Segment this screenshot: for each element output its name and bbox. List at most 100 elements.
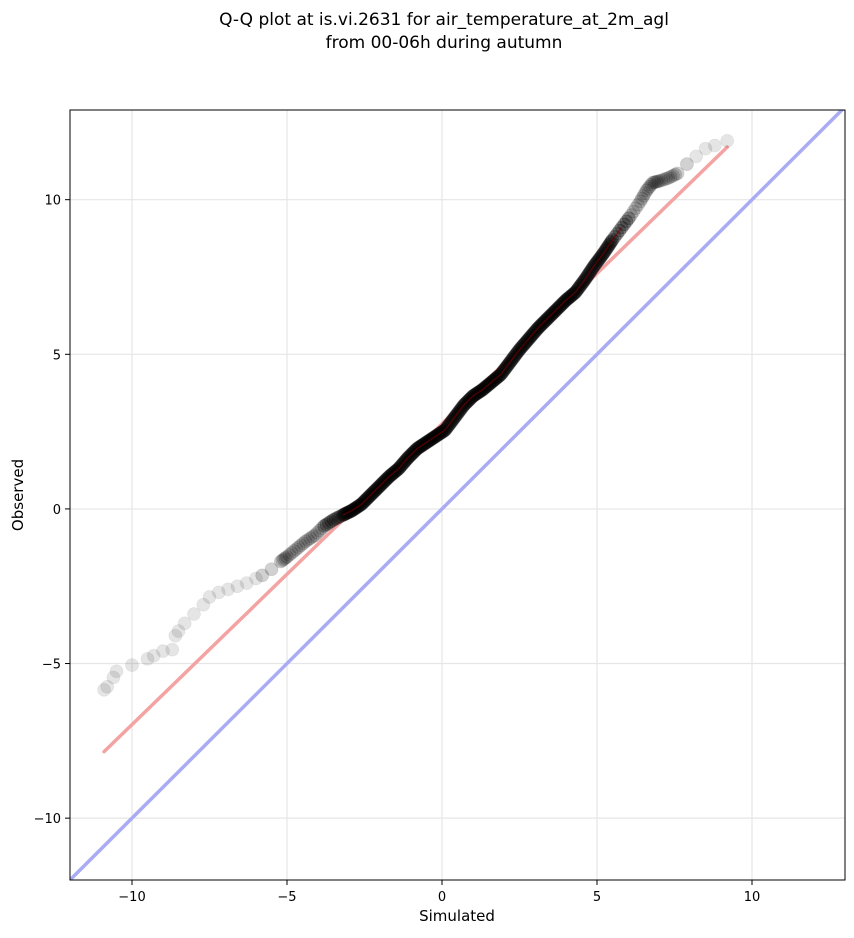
data-point-50 <box>335 508 350 523</box>
data-point-29 <box>287 544 301 558</box>
data-point-326 <box>638 186 652 201</box>
y-tick-label-3: 5 <box>53 348 61 363</box>
y-tick-label-0: −10 <box>34 812 61 827</box>
data-point-320 <box>626 204 641 219</box>
data-point-4 <box>125 658 139 672</box>
data-point-30 <box>289 542 304 557</box>
data-point-323 <box>633 194 648 209</box>
data-point-47 <box>328 511 343 526</box>
data-point-336 <box>654 173 669 188</box>
data-point-8 <box>165 642 180 657</box>
y-tick-label-1: −5 <box>42 658 61 673</box>
data-point-27 <box>282 548 297 562</box>
data-point-28 <box>284 546 299 560</box>
data-point-22 <box>273 554 288 569</box>
data-point-11 <box>177 616 192 631</box>
data-point-344 <box>680 157 694 172</box>
data-point-13 <box>196 597 211 612</box>
data-point-18 <box>239 576 254 591</box>
data-point-24 <box>276 552 291 567</box>
data-point-25 <box>278 551 293 565</box>
data-point-343 <box>670 166 685 181</box>
data-point-26 <box>280 549 294 564</box>
data-point-3 <box>109 664 124 679</box>
data-point-15 <box>211 585 226 600</box>
data-point-14 <box>202 590 217 604</box>
data-point-325 <box>636 188 651 203</box>
data-point-348 <box>720 134 735 148</box>
data-point-48 <box>331 510 346 525</box>
data-point-21 <box>264 562 279 577</box>
data-point-321 <box>628 201 643 216</box>
data-point-42 <box>317 519 332 533</box>
data-point-322 <box>631 197 645 212</box>
identity-line <box>70 110 845 880</box>
x-axis-ticks: −10 −5 0 5 10 <box>118 880 760 905</box>
data-point-46 <box>326 512 341 527</box>
data-point-340 <box>663 169 678 184</box>
x-tick-label-2: 0 <box>438 890 446 905</box>
y-axis-label: Observed <box>9 459 27 531</box>
data-point-38 <box>307 528 322 543</box>
data-point-32 <box>294 538 308 553</box>
data-point-40 <box>312 523 327 538</box>
data-point-37 <box>305 529 320 544</box>
data-point-1 <box>100 679 115 694</box>
data-point-342 <box>668 167 683 182</box>
data-point-45 <box>324 514 339 529</box>
y-tick-label-2: 0 <box>53 503 61 518</box>
dense-band <box>342 227 623 516</box>
data-point-329 <box>642 179 657 194</box>
data-point-331 <box>645 175 660 190</box>
data-point-327 <box>639 183 654 198</box>
data-point-16 <box>221 582 236 597</box>
data-point-31 <box>291 540 306 555</box>
data-point-2 <box>106 670 121 685</box>
data-point-17 <box>230 579 245 594</box>
data-point-43 <box>319 517 334 532</box>
data-point-34 <box>298 534 313 549</box>
data-point-49 <box>333 509 348 524</box>
data-point-19 <box>249 571 263 586</box>
data-point-334 <box>650 174 665 189</box>
data-point-7 <box>156 644 170 659</box>
plot-frame <box>69 109 846 881</box>
y-axis-ticks: −10 −5 0 5 10 <box>34 194 70 827</box>
data-point-319 <box>624 208 638 223</box>
data-point-318 <box>621 211 636 226</box>
data-point-44 <box>321 515 336 530</box>
data-point-0 <box>97 682 111 697</box>
data-point-333 <box>649 174 663 189</box>
data-point-345 <box>689 149 704 164</box>
data-points <box>97 134 735 697</box>
data-point-5 <box>140 651 155 666</box>
x-tick-label-4: 10 <box>744 890 761 905</box>
data-point-36 <box>303 531 318 546</box>
data-point-12 <box>187 607 201 621</box>
chart-title-line-1: Q-Q plot at is.vi.2631 for air_temperatu… <box>219 10 669 30</box>
data-point-339 <box>661 171 676 185</box>
data-point-335 <box>652 174 666 189</box>
y-tick-label-4: 10 <box>44 194 61 209</box>
data-point-35 <box>301 532 315 547</box>
data-point-324 <box>635 191 649 206</box>
x-tick-label-1: −5 <box>277 890 296 905</box>
data-point-9 <box>168 628 183 643</box>
x-axis-label: Simulated <box>419 907 495 925</box>
data-point-41 <box>314 521 329 536</box>
data-point-341 <box>666 168 680 183</box>
data-point-337 <box>656 172 671 187</box>
data-point-330 <box>644 177 659 192</box>
chart-title-line-2: from 00-06h during autumn <box>326 33 563 53</box>
data-point-39 <box>310 525 325 540</box>
data-point-33 <box>296 536 311 551</box>
data-point-6 <box>146 648 161 663</box>
data-point-317 <box>619 214 634 229</box>
grid <box>70 110 845 880</box>
data-point-23 <box>275 553 290 568</box>
data-point-328 <box>641 181 656 196</box>
data-point-20 <box>255 568 270 583</box>
data-point-347 <box>707 138 722 153</box>
data-point-332 <box>647 175 662 190</box>
